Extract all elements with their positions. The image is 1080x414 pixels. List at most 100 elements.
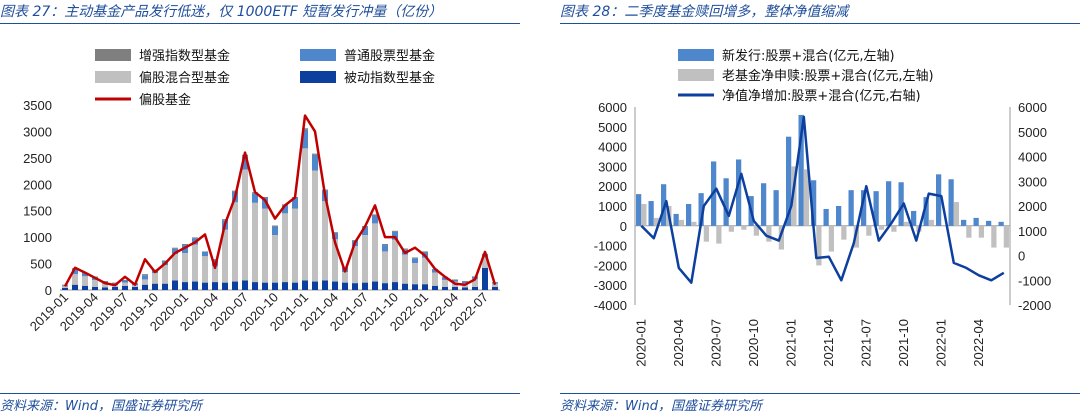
left-bar-1 bbox=[72, 268, 78, 275]
right-x-tick-label: 2020-10 bbox=[746, 319, 761, 367]
left-y-tick-label: 0 bbox=[45, 283, 52, 298]
left-bar-0 bbox=[212, 259, 218, 260]
right-chart-left-y-tick: 4000 bbox=[598, 140, 627, 155]
left-bar-2 bbox=[362, 235, 368, 283]
left-legend-swatch bbox=[95, 49, 131, 61]
left-legend-label: 被动指数型基金 bbox=[344, 70, 435, 86]
left-bar-3 bbox=[282, 282, 288, 290]
left-bar-2 bbox=[212, 266, 218, 283]
left-bar-3 bbox=[242, 280, 248, 290]
right-bar-new-issue bbox=[911, 210, 917, 226]
right-bar-new-issue bbox=[923, 197, 929, 226]
left-bar-1 bbox=[142, 275, 148, 280]
left-bar-3 bbox=[322, 280, 328, 290]
left-bar-3 bbox=[72, 284, 78, 290]
left-y-tick-label: 1500 bbox=[23, 204, 52, 219]
right-bar-old-net-subscription bbox=[891, 225, 897, 232]
left-bar-3 bbox=[432, 285, 438, 290]
right-bar-new-issue bbox=[686, 204, 692, 226]
left-legend-label: 普通股票型基金 bbox=[344, 48, 435, 64]
left-bar-2 bbox=[132, 285, 138, 287]
right-bar-old-net-subscription bbox=[903, 221, 909, 226]
left-bar-2 bbox=[372, 223, 378, 282]
left-bar-2 bbox=[382, 251, 388, 284]
left-bar-2 bbox=[292, 208, 298, 283]
left-bar-2 bbox=[282, 213, 288, 283]
right-bar-new-issue bbox=[698, 193, 704, 226]
right-bar-new-issue bbox=[673, 213, 679, 226]
left-bar-3 bbox=[312, 281, 318, 290]
right-bar-new-issue bbox=[861, 190, 867, 226]
left-bar-3 bbox=[192, 281, 198, 290]
left-bar-0 bbox=[402, 248, 408, 250]
left-bar-2 bbox=[182, 253, 188, 283]
left-chart-title: 图表 27：主动基金产品发行低迷，仅 1000ETF 短暂发行冲量（亿份） bbox=[0, 4, 443, 20]
left-bar-1 bbox=[362, 227, 368, 236]
left-bar-1 bbox=[302, 129, 308, 149]
right-legend-swatch bbox=[678, 49, 714, 61]
left-bar-2 bbox=[122, 282, 128, 286]
left-bar-1 bbox=[272, 226, 278, 236]
left-bar-2 bbox=[312, 170, 318, 282]
right-bar-new-issue bbox=[998, 221, 1004, 226]
left-y-tick-label: 3500 bbox=[23, 98, 52, 113]
right-bar-old-net-subscription bbox=[966, 225, 972, 238]
left-y-tick-label: 2000 bbox=[23, 177, 52, 192]
left-bar-1 bbox=[442, 277, 448, 280]
left-bar-1 bbox=[382, 245, 388, 252]
right-legend-label: 老基金净申赎:股票+混合(亿元,左轴) bbox=[722, 68, 934, 84]
left-bar-3 bbox=[452, 286, 458, 290]
left-bar-1 bbox=[252, 193, 258, 203]
left-bar-0 bbox=[142, 274, 148, 276]
right-chart-source: 资料来源：Wind，国盛证券研究所 bbox=[560, 399, 762, 414]
left-bar-2 bbox=[302, 148, 308, 281]
right-bar-new-issue bbox=[761, 183, 767, 226]
left-bar-3 bbox=[472, 286, 478, 290]
left-bar-1 bbox=[172, 248, 178, 255]
left-bar-2 bbox=[352, 246, 358, 284]
left-legend-label: 增强指数型基金 bbox=[139, 48, 230, 64]
left-bar-0 bbox=[222, 219, 228, 221]
left-bar-0 bbox=[192, 237, 198, 239]
right-bar-old-net-subscription bbox=[703, 225, 709, 242]
right-bar-new-issue bbox=[723, 178, 729, 226]
right-legend-label: 净值净增加:股票+混合(亿元,右轴) bbox=[722, 88, 921, 104]
left-bar-2 bbox=[342, 272, 348, 283]
right-bar-old-net-subscription bbox=[828, 225, 834, 252]
right-bar-new-issue bbox=[986, 220, 992, 226]
left-bar-0 bbox=[172, 247, 178, 249]
right-chart-right-y-tick: 2000 bbox=[1018, 199, 1047, 214]
left-bar-0 bbox=[372, 214, 378, 216]
left-bar-1 bbox=[282, 205, 288, 214]
left-bar-3 bbox=[92, 286, 98, 290]
left-bar-0 bbox=[312, 153, 318, 155]
right-line-nav-increase bbox=[640, 115, 1005, 284]
right-bar-old-net-subscription bbox=[1003, 225, 1009, 248]
left-y-tick-label: 3000 bbox=[23, 124, 52, 139]
left-bar-2 bbox=[492, 283, 498, 287]
left-bar-1 bbox=[242, 156, 248, 170]
right-chart-right-y-tick: -2000 bbox=[1018, 298, 1051, 313]
left-bar-2 bbox=[322, 201, 328, 281]
right-bar-new-issue bbox=[961, 219, 967, 226]
left-bar-3 bbox=[162, 283, 168, 290]
right-x-tick-label: 2021-01 bbox=[783, 319, 798, 367]
left-y-tick-label: 1000 bbox=[23, 230, 52, 245]
left-bar-2 bbox=[272, 235, 278, 283]
left-bar-2 bbox=[72, 274, 78, 285]
left-chart-svg: 05001000150020002500300035002019-012019-… bbox=[23, 48, 500, 334]
right-bar-new-issue bbox=[886, 181, 892, 226]
left-bar-2 bbox=[152, 273, 158, 284]
left-bar-3 bbox=[212, 282, 218, 290]
left-bar-3 bbox=[112, 286, 118, 290]
left-bar-0 bbox=[392, 230, 398, 232]
right-chart-left-y-tick: 1000 bbox=[598, 199, 627, 214]
left-bar-3 bbox=[252, 282, 258, 290]
right-source-rule bbox=[560, 393, 1080, 394]
left-bar-0 bbox=[462, 281, 468, 282]
left-bar-0 bbox=[342, 267, 348, 268]
left-bar-3 bbox=[382, 283, 388, 290]
left-bar-3 bbox=[82, 285, 88, 290]
right-bar-new-issue bbox=[798, 114, 804, 226]
right-bar-old-net-subscription bbox=[741, 225, 747, 230]
